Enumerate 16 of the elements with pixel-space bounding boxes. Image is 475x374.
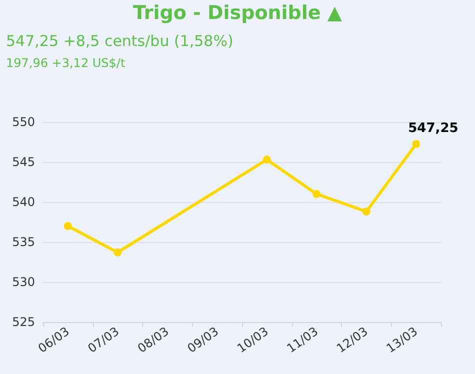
point	[64, 222, 72, 230]
y-tick-label: 535	[12, 235, 35, 249]
text: 197,96 +3,12 US$/t	[6, 56, 126, 70]
y-tick-label: 540	[12, 195, 35, 209]
y-tick-label: 545	[12, 155, 35, 169]
point	[312, 190, 321, 198]
chart-subtitle: 547,25 +8,5 cents/bu (1,58%)	[6, 32, 234, 50]
point	[114, 248, 122, 256]
y-tick-label: 525	[12, 315, 35, 329]
chart-title: Trigo - Disponible ▲	[132, 2, 344, 24]
y-tick-label: 550	[12, 115, 35, 129]
point	[362, 208, 370, 216]
data-label: 547,25	[408, 121, 458, 136]
point	[412, 140, 420, 148]
y-tick-label: 530	[12, 275, 35, 289]
point	[262, 156, 271, 164]
